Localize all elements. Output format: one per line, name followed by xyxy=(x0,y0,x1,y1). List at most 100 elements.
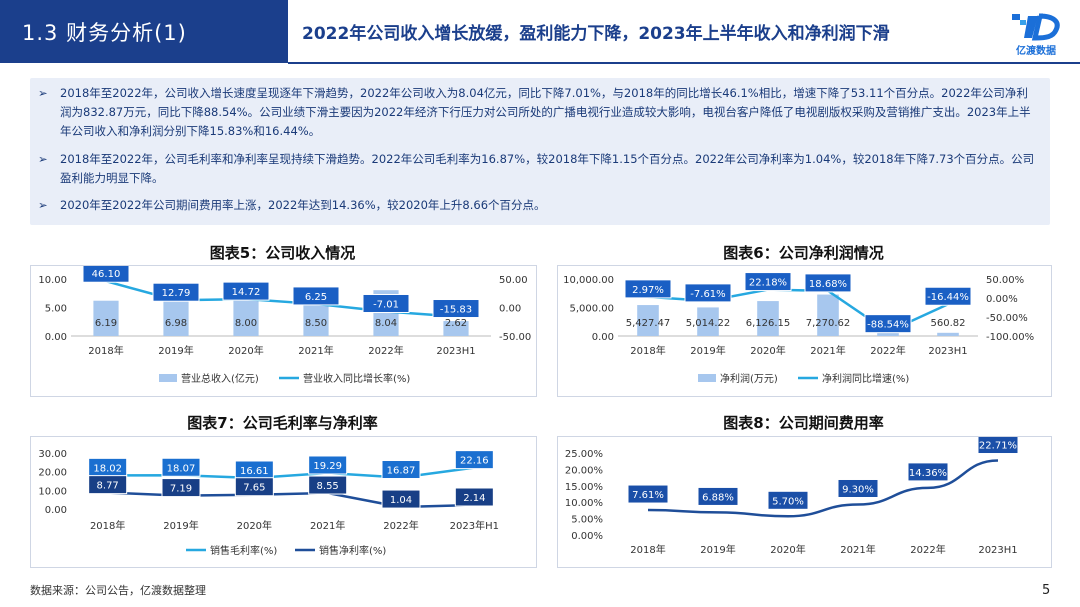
data-label: 18.07 xyxy=(161,457,201,477)
net-profit-chart-panel: 10,000.00 5,000.00 0.00 50.00% 0.00% -50.00% -… xyxy=(557,265,1052,397)
y2-axis-tick: -50.00 xyxy=(499,332,531,343)
bar-value-label: 8.50 xyxy=(305,318,327,329)
data-label-text: -88.54% xyxy=(867,320,909,331)
data-label-box xyxy=(88,475,128,495)
data-label-text: 2.14 xyxy=(463,493,485,504)
data-label-text: -15.83 xyxy=(440,305,472,316)
bar-value-label: 7,270.62 xyxy=(806,318,851,329)
data-label: 9.30% xyxy=(837,478,879,498)
data-label-text: 16.61 xyxy=(240,466,269,477)
margin-chart: 30.00 20.00 10.00 0.00 2018年 2019年 2020年 2021年 2… xyxy=(38,449,499,557)
data-label: -15.83 xyxy=(432,299,480,319)
data-label-box xyxy=(744,272,792,292)
arrow-icon: ➢ xyxy=(38,152,48,166)
data-label-box xyxy=(308,455,348,475)
legend-swatch-bar xyxy=(698,374,716,382)
y-axis-tick: 10.00 xyxy=(38,275,67,286)
data-label-box xyxy=(222,281,270,301)
data-label: 8.77 xyxy=(88,475,128,495)
data-label-text: 8.55 xyxy=(317,481,339,492)
data-label-text: 22.18% xyxy=(749,278,787,289)
data-label-text: 18.07 xyxy=(167,463,196,474)
x-axis-tick: 2022年 xyxy=(870,344,905,357)
legend-label: 销售毛利率(%) xyxy=(210,544,277,557)
data-label: 16.61 xyxy=(234,460,274,480)
data-label-box xyxy=(697,486,739,506)
data-label-text: 18.68% xyxy=(809,279,847,290)
y-axis-tick: 0.00% xyxy=(571,531,603,542)
x-axis-tick: 2023H1 xyxy=(978,545,1017,556)
x-axis-tick: 2019年 xyxy=(163,519,198,532)
chart-title: 图表6：公司净利润情况 xyxy=(723,244,884,262)
legend-swatch-bar xyxy=(159,374,177,382)
data-label-text: 2.97% xyxy=(632,285,664,296)
data-label-text: 5.70% xyxy=(772,496,804,507)
data-label-text: 16.87 xyxy=(387,466,416,477)
data-label-text: -7.01 xyxy=(373,299,399,310)
data-label-text: 7.61% xyxy=(632,490,664,501)
x-axis-tick: 2022年 xyxy=(910,543,945,556)
x-axis-tick: 2021年 xyxy=(840,543,875,556)
x-axis-tick: 2021年 xyxy=(310,519,345,532)
x-axis-tick: 2019年 xyxy=(158,344,193,357)
data-label-text: 6.88% xyxy=(702,492,734,503)
chart-title: 图表5：公司收入情况 xyxy=(209,244,356,262)
y-axis-tick: 0.00 xyxy=(45,505,67,516)
data-label: 2.14 xyxy=(454,487,494,507)
data-label-box xyxy=(864,314,912,334)
bar-value-label: 6.19 xyxy=(95,318,117,329)
data-label-text: 6.25 xyxy=(305,292,327,303)
data-label-box xyxy=(381,460,421,480)
data-label-box xyxy=(804,273,852,293)
summary-box: ➢ 2018年至2022年，公司收入增长速度呈现逐年下滑趋势，2022年公司收入… xyxy=(30,78,1050,225)
x-axis-tick: 2018年 xyxy=(88,344,123,357)
data-label: 8.55 xyxy=(308,475,348,495)
data-label: 5.70% xyxy=(767,490,809,510)
x-axis-tick: 2023年H1 xyxy=(450,519,499,532)
bar-value-label: 5,014.22 xyxy=(686,318,731,329)
y-axis-tick: 15.00% xyxy=(565,482,603,493)
data-label-text: 14.36% xyxy=(909,468,947,479)
data-label-box xyxy=(627,484,669,504)
data-label: 19.29 xyxy=(308,455,348,475)
data-label-box xyxy=(308,475,348,495)
data-label: 7.65 xyxy=(234,477,274,497)
y2-axis-tick: 0.00% xyxy=(986,294,1018,305)
data-label-box xyxy=(624,279,672,299)
arrow-icon: ➢ xyxy=(38,198,48,212)
y-axis-tick: 25.00% xyxy=(565,449,603,460)
data-label: 6.25 xyxy=(292,286,340,306)
bar-value-label: 560.82 xyxy=(931,318,966,329)
chart-title: 图表8：公司期间费用率 xyxy=(723,414,884,432)
bar xyxy=(757,301,779,336)
data-label-text: 18.02 xyxy=(93,463,122,474)
y-axis-tick: 5.00% xyxy=(571,515,603,526)
bar xyxy=(93,300,119,336)
bar-value-label: 6.98 xyxy=(165,318,187,329)
expense-ratio-chart-panel: 25.00% 20.00% 15.00% 10.00% 5.00% 0.00% 2018年 2… xyxy=(557,435,1052,568)
header-bar: 1.3 财务分析(1) 2022年公司收入增长放缓，盈利能力下降，2023年上半… xyxy=(0,0,1080,64)
data-label-text: 7.19 xyxy=(170,484,192,495)
page-number: 5 xyxy=(1042,583,1051,598)
y2-axis-tick: -50.00% xyxy=(986,313,1028,324)
data-label-text: 46.10 xyxy=(92,269,121,280)
bullet-text: 2018年至2022年，公司收入增长速度呈现逐年下滑趋势，2022年公司收入为8… xyxy=(60,86,1031,138)
section-badge: 1.3 财务分析(1) xyxy=(0,0,288,63)
data-label: 1.04 xyxy=(381,489,421,509)
x-axis-tick: 2022年 xyxy=(383,519,418,532)
bar-value-label: 6,126.15 xyxy=(746,318,791,329)
data-label-box xyxy=(234,477,274,497)
data-label: -7.01 xyxy=(362,293,410,313)
y-axis-tick: 5,000.00 xyxy=(569,304,614,315)
x-axis-tick: 2020年 xyxy=(237,519,272,532)
bullet-item: ➢ 2018年至2022年，公司收入增长速度呈现逐年下滑趋势，2022年公司收入… xyxy=(38,84,1035,141)
y-axis-tick: 0.00 xyxy=(592,332,614,343)
revenue-chart-panel: 10.00 5.00 0.00 50.00 0.00 -50.00 6.19 6.98 8.00… xyxy=(30,263,537,397)
bar xyxy=(163,296,189,336)
x-axis-tick: 2023H1 xyxy=(436,346,475,357)
x-axis-tick: 2019年 xyxy=(700,543,735,556)
bar xyxy=(637,305,659,336)
x-axis-tick: 2019年 xyxy=(690,344,725,357)
bar xyxy=(877,331,899,336)
data-label-box xyxy=(161,478,201,498)
